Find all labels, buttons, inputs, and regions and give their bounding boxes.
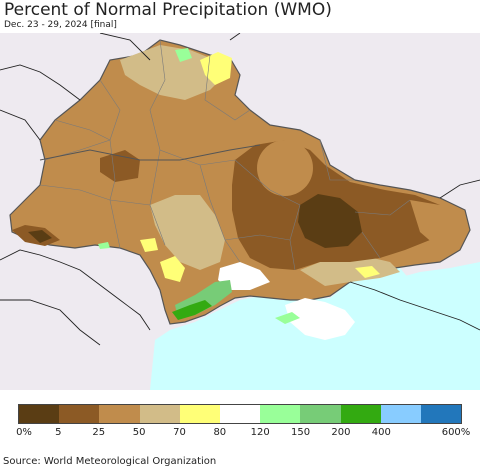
- region-0-5-east: [298, 194, 362, 248]
- legend-label: 80: [213, 427, 227, 438]
- legend-swatch: [59, 405, 100, 423]
- region-70-80-south-1: [160, 256, 185, 282]
- legend-label: 5: [55, 427, 62, 438]
- legend-swatch: [420, 405, 462, 423]
- legend-label: 50: [132, 427, 146, 438]
- region-120-150-west: [98, 242, 110, 249]
- legend-swatch: [300, 405, 341, 423]
- dnipro-river: [39, 144, 261, 161]
- region-200-400-coast: [172, 300, 212, 320]
- legend-swatch: [19, 405, 60, 423]
- precipitation-map: [0, 33, 480, 390]
- sea-of-azov: [330, 268, 410, 298]
- legend-label: 0%: [16, 427, 32, 438]
- legend-swatch: [139, 405, 180, 423]
- legend-label: 150: [290, 427, 311, 438]
- legend-labels: 0% 5 25 50 70 80 120 150 200 400 600%: [0, 427, 480, 441]
- legend-label: 200: [331, 427, 351, 438]
- legend-bar: [18, 404, 462, 424]
- legend-swatch: [179, 405, 220, 423]
- source-credit: Source: World Meteorological Organizatio…: [3, 456, 217, 467]
- legend-swatch: [380, 405, 421, 423]
- legend-label: 600%: [441, 427, 471, 438]
- oblast-borders: [39, 39, 411, 271]
- region-50-70-center: [150, 195, 225, 270]
- legend-swatch: [99, 405, 140, 423]
- legend-label: 120: [250, 427, 270, 438]
- map-subtitle: Dec. 23 - 29, 2024 [final]: [4, 20, 117, 30]
- legend-label: 25: [92, 427, 106, 438]
- country-borders: [0, 33, 480, 346]
- region-50-70-north: [120, 45, 225, 100]
- region-120-150-north: [175, 48, 192, 62]
- region-80-120-crimea: [285, 298, 355, 340]
- region-70-80-north: [200, 52, 232, 85]
- region-70-80-west: [140, 238, 158, 252]
- region-70-80-south-2: [355, 266, 380, 278]
- region-120-150-spit: [275, 312, 300, 324]
- region-25-50-kharkiv: [257, 140, 313, 196]
- legend-label: 70: [173, 427, 186, 438]
- legend-label: 400: [371, 427, 391, 438]
- legend-swatch: [260, 405, 301, 423]
- map-title: Percent of Normal Precipitation (WMO): [4, 0, 332, 20]
- legend-swatch: [340, 405, 381, 423]
- legend-swatch: [219, 405, 261, 423]
- region-80-120-south: [218, 262, 270, 290]
- region-50-70-south-east: [300, 255, 400, 286]
- region-25-50-donbas: [410, 200, 455, 245]
- region-0-5-southwest: [28, 230, 52, 243]
